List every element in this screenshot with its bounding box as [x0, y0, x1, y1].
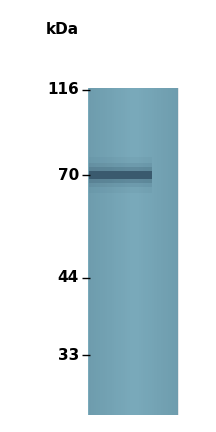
Bar: [150, 88, 152, 415]
Bar: [154, 88, 157, 415]
Text: 33: 33: [58, 347, 79, 362]
Bar: [89, 88, 91, 415]
Bar: [89, 157, 152, 193]
Bar: [96, 88, 98, 415]
Bar: [88, 88, 178, 415]
Bar: [159, 88, 161, 415]
Bar: [132, 88, 134, 415]
Bar: [130, 88, 132, 415]
Bar: [91, 88, 94, 415]
Bar: [127, 88, 130, 415]
Bar: [89, 167, 152, 183]
Bar: [114, 88, 116, 415]
Bar: [177, 88, 179, 415]
Bar: [109, 88, 112, 415]
Bar: [118, 88, 121, 415]
Bar: [100, 88, 103, 415]
Bar: [166, 88, 168, 415]
Bar: [89, 171, 152, 179]
Bar: [103, 88, 105, 415]
Bar: [123, 88, 125, 415]
Text: kDa: kDa: [46, 22, 79, 38]
Bar: [112, 88, 114, 415]
Text: 116: 116: [47, 83, 79, 98]
Bar: [134, 88, 136, 415]
Bar: [98, 88, 100, 415]
Bar: [175, 88, 177, 415]
Bar: [148, 88, 150, 415]
Bar: [168, 88, 170, 415]
Bar: [152, 88, 154, 415]
Bar: [163, 88, 166, 415]
Bar: [170, 88, 172, 415]
Bar: [107, 88, 109, 415]
Bar: [143, 88, 145, 415]
Text: 44: 44: [58, 270, 79, 286]
Bar: [136, 88, 139, 415]
Bar: [121, 88, 123, 415]
Bar: [157, 88, 159, 415]
Bar: [172, 88, 175, 415]
Bar: [141, 88, 143, 415]
Bar: [145, 88, 148, 415]
Bar: [125, 88, 127, 415]
Bar: [105, 88, 107, 415]
Text: 70: 70: [58, 168, 79, 182]
Bar: [116, 88, 118, 415]
Bar: [139, 88, 141, 415]
Bar: [89, 163, 152, 187]
Bar: [94, 88, 96, 415]
Bar: [161, 88, 163, 415]
